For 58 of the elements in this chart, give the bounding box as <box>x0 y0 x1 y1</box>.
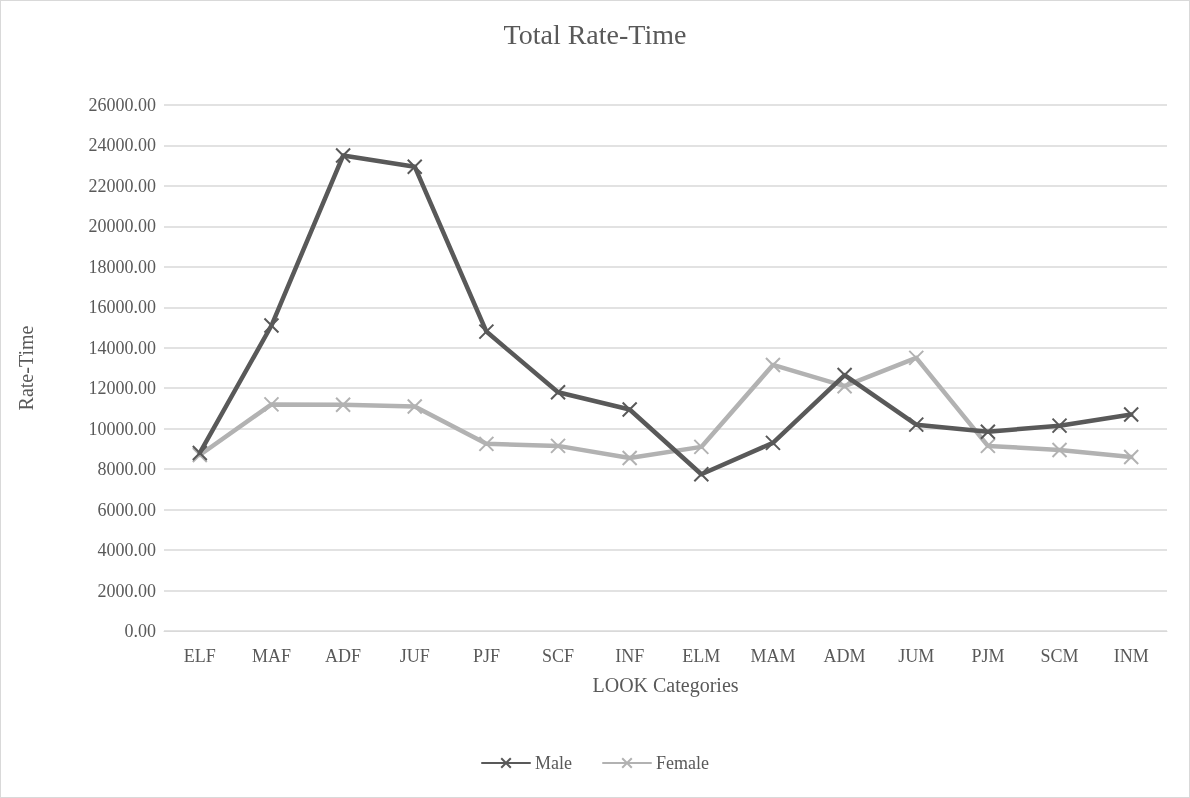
x-tick-label: PJM <box>971 646 1005 666</box>
x-tick-label: MAF <box>251 646 291 666</box>
x-tick-label: JUF <box>399 646 430 666</box>
x-tick-label: SCF <box>542 646 575 666</box>
point <box>263 317 280 334</box>
point <box>836 367 853 384</box>
x-tick-label: MAM <box>750 646 796 666</box>
point <box>764 434 781 451</box>
point <box>406 158 423 175</box>
point <box>693 438 710 455</box>
legend-label: Female <box>656 753 709 773</box>
x-tick-label: ELM <box>682 646 721 666</box>
point <box>621 450 638 467</box>
point <box>979 423 996 440</box>
x-tick-label: SCM <box>1040 646 1079 666</box>
y-tick-label: 2000.00 <box>97 580 156 601</box>
point <box>550 437 567 454</box>
point <box>406 398 423 415</box>
point <box>550 384 567 401</box>
x-axis-title: LOOK Categories <box>592 674 739 697</box>
point <box>335 147 352 164</box>
y-tick-label: 14000.00 <box>88 337 156 358</box>
chart-title: Total Rate-Time <box>503 18 687 50</box>
y-tick-label: 8000.00 <box>97 459 156 480</box>
point <box>621 401 638 418</box>
point <box>908 349 925 366</box>
point <box>478 435 495 452</box>
y-tick-label: 22000.00 <box>88 175 156 196</box>
y-tick-label: 24000.00 <box>88 135 156 156</box>
y-tick-label: 0.00 <box>124 621 156 641</box>
y-tick-label: 10000.00 <box>88 418 156 439</box>
point <box>478 323 495 340</box>
x-tick-label: INF <box>615 646 645 666</box>
point <box>1123 406 1140 423</box>
legend-label: Male <box>535 753 573 773</box>
point <box>979 437 996 454</box>
y-tick-label: 18000.00 <box>88 256 156 277</box>
point <box>908 416 925 433</box>
point <box>1051 441 1068 458</box>
y-tick-label: 26000.00 <box>88 95 156 115</box>
point <box>764 356 781 373</box>
x-tick-label: ADF <box>325 646 362 666</box>
point <box>1123 449 1140 466</box>
point <box>1051 417 1068 434</box>
x-tick-label: ADM <box>823 646 866 666</box>
y-tick-label: 16000.00 <box>88 297 156 318</box>
y-tick-label: 6000.00 <box>97 499 156 520</box>
point <box>335 396 352 413</box>
y-tick-label: 4000.00 <box>97 540 156 561</box>
y-tick-label: 12000.00 <box>88 378 156 399</box>
x-tick-label: JUM <box>898 646 935 666</box>
x-tick-label: ELF <box>183 646 216 666</box>
y-axis-title: Rate-Time <box>15 325 37 411</box>
y-tick-label: 20000.00 <box>88 216 156 237</box>
point <box>263 396 280 413</box>
point <box>693 466 710 483</box>
x-tick-label: PJF <box>472 646 500 666</box>
x-tick-label: INM <box>1113 646 1149 666</box>
